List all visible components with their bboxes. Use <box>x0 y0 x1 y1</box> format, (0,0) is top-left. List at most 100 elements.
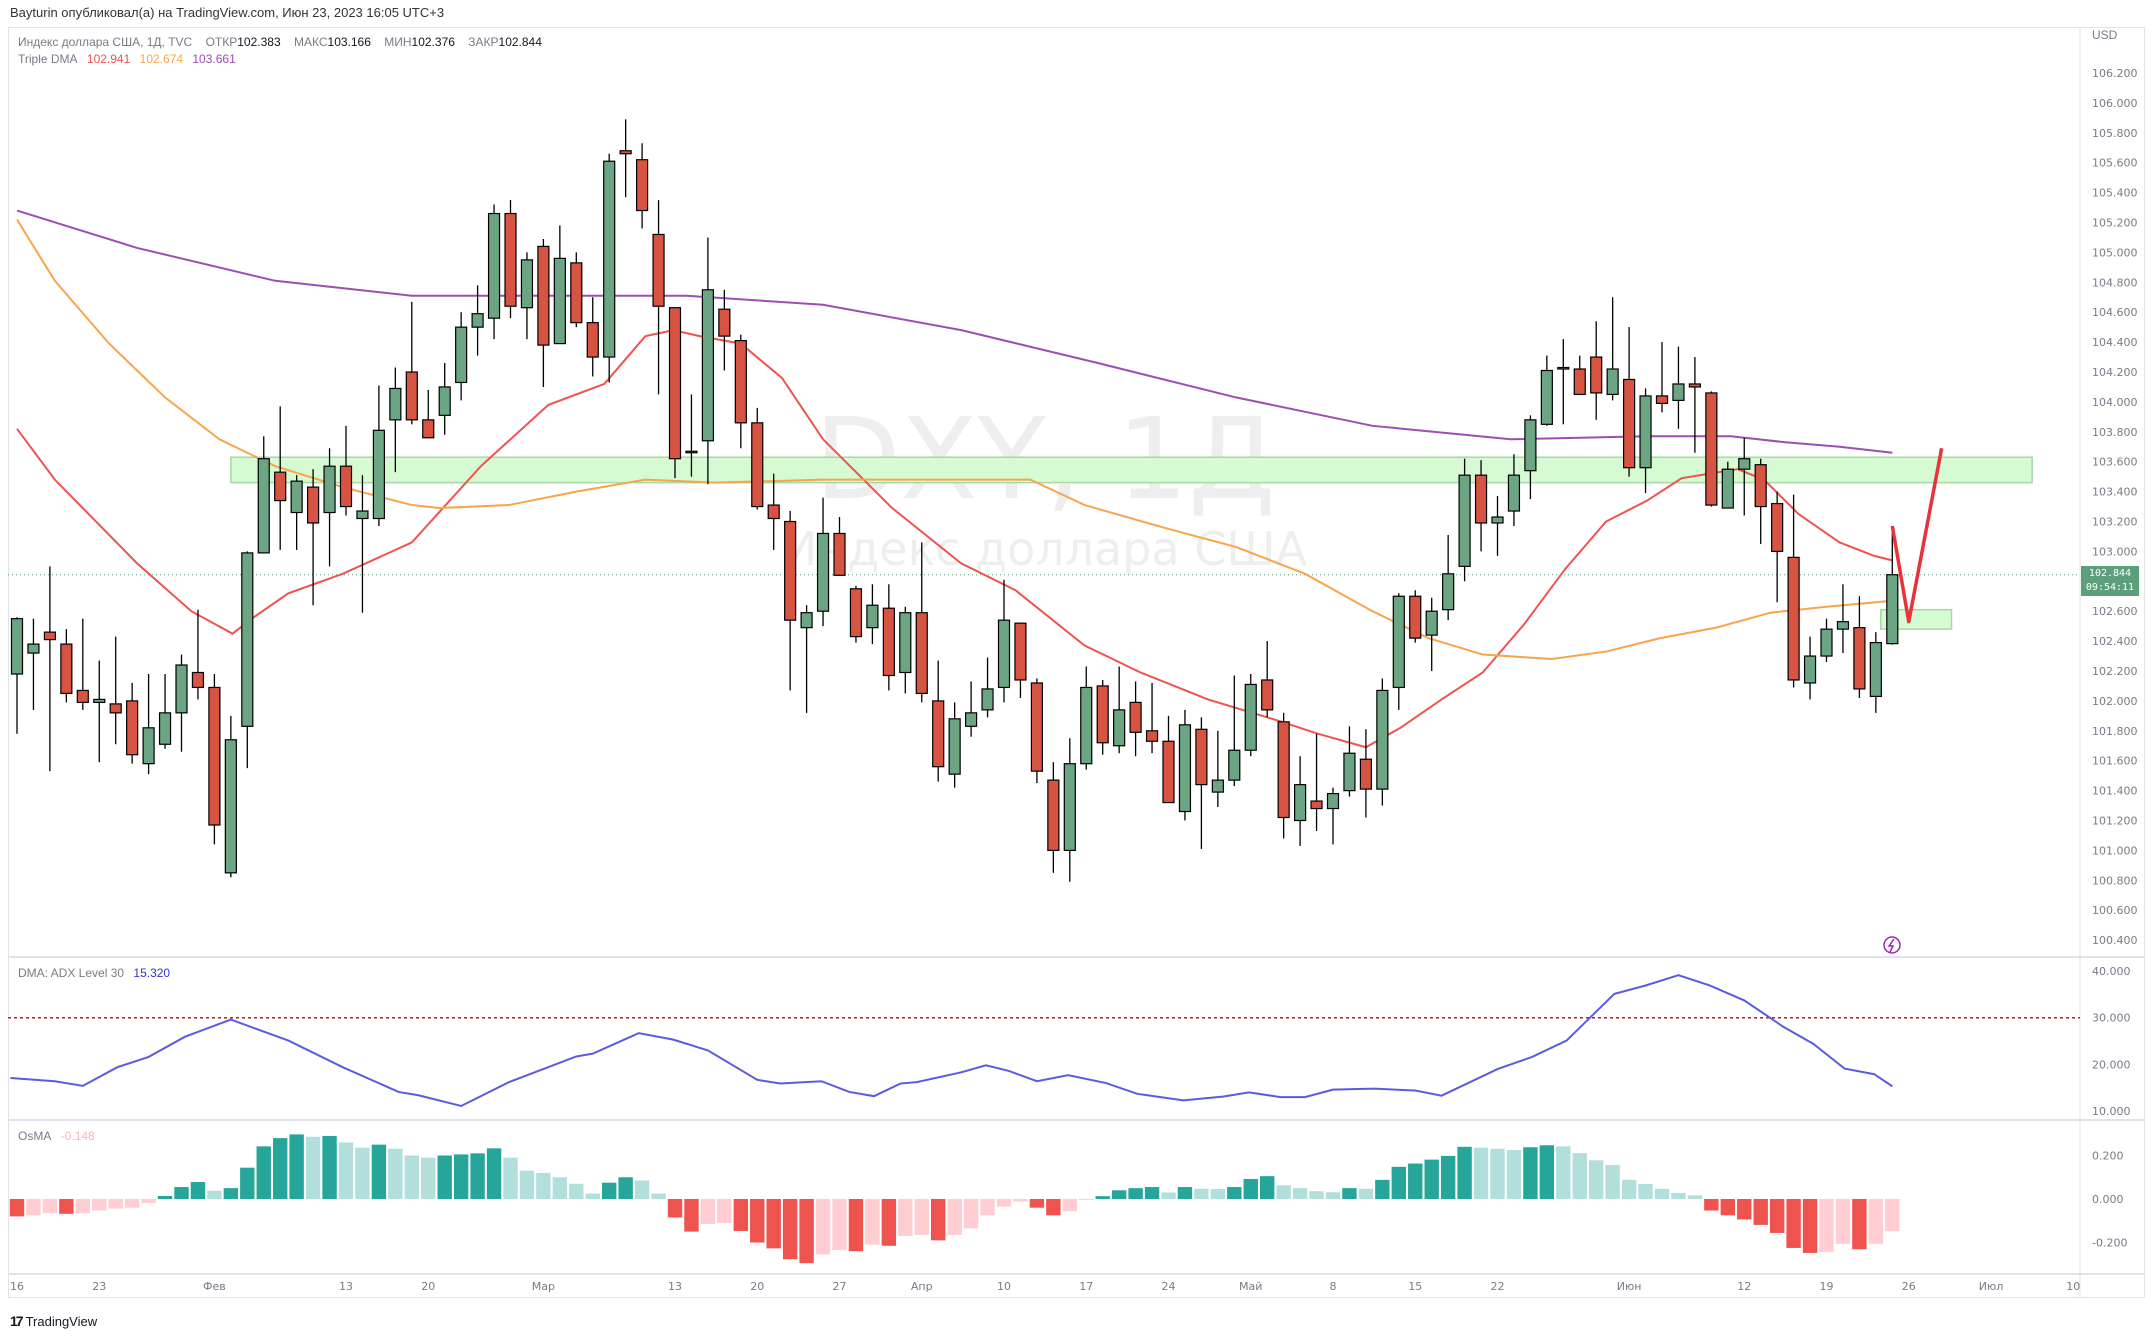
candle[interactable] <box>948 718 961 775</box>
candle[interactable] <box>1211 779 1224 793</box>
candle[interactable] <box>274 471 287 502</box>
candle[interactable] <box>1442 573 1455 611</box>
candle[interactable] <box>339 465 353 508</box>
candle[interactable] <box>1573 368 1586 396</box>
candle[interactable] <box>1754 464 1767 508</box>
forecast-drawing[interactable] <box>1890 447 1944 624</box>
candle[interactable] <box>455 326 468 384</box>
candle[interactable] <box>1228 749 1241 781</box>
candle[interactable] <box>1261 679 1274 711</box>
candle[interactable] <box>553 257 566 345</box>
candle[interactable] <box>1244 683 1257 751</box>
candle[interactable] <box>27 643 40 654</box>
candle[interactable] <box>1195 728 1208 786</box>
candle[interactable] <box>208 686 221 826</box>
candle[interactable] <box>372 429 385 520</box>
candle[interactable] <box>981 688 994 711</box>
candle[interactable] <box>241 552 254 727</box>
candle[interactable] <box>718 308 731 337</box>
candle[interactable] <box>10 618 24 675</box>
candle[interactable] <box>93 698 106 703</box>
candle[interactable] <box>191 671 205 689</box>
candle[interactable] <box>652 233 665 307</box>
candle[interactable] <box>685 450 698 454</box>
candle[interactable] <box>1557 366 1570 370</box>
candle[interactable] <box>1820 628 1833 657</box>
candle[interactable] <box>1705 392 1718 506</box>
candle[interactable] <box>932 700 945 768</box>
candle[interactable] <box>158 712 172 745</box>
candle[interactable] <box>405 371 418 421</box>
candle[interactable] <box>1129 701 1142 733</box>
candle[interactable] <box>1869 641 1882 698</box>
candle[interactable] <box>849 588 863 638</box>
candle[interactable] <box>751 422 764 508</box>
candle[interactable] <box>800 612 813 629</box>
candle[interactable] <box>1787 556 1800 681</box>
candle[interactable] <box>668 307 682 460</box>
symbol-legend[interactable]: Индекс доллара США, 1Д, TVC ОТКР102.383 … <box>18 35 552 49</box>
candle[interactable] <box>816 532 830 612</box>
candle[interactable] <box>915 612 928 695</box>
candle[interactable] <box>1738 458 1751 470</box>
candle[interactable] <box>109 703 122 714</box>
candle[interactable] <box>1524 419 1537 472</box>
candle[interactable] <box>1672 383 1685 402</box>
candle[interactable] <box>323 465 336 514</box>
candle[interactable] <box>356 510 369 520</box>
candle[interactable] <box>504 212 517 307</box>
candle[interactable] <box>471 313 484 328</box>
candle[interactable] <box>1853 627 1866 690</box>
candle[interactable] <box>784 520 797 621</box>
candle[interactable] <box>1639 395 1652 469</box>
candle[interactable] <box>1277 721 1290 819</box>
candle[interactable] <box>882 607 895 677</box>
candle[interactable] <box>1145 730 1159 742</box>
candle[interactable] <box>635 159 649 212</box>
candle[interactable] <box>1080 686 1093 765</box>
candle[interactable] <box>1392 595 1405 689</box>
candle[interactable] <box>389 387 402 421</box>
candle[interactable] <box>997 619 1011 689</box>
candle[interactable] <box>537 245 550 346</box>
candle[interactable] <box>43 631 57 641</box>
candle[interactable] <box>1409 595 1422 639</box>
candle[interactable] <box>619 150 632 155</box>
candle[interactable] <box>1688 383 1702 388</box>
candle[interactable] <box>1047 779 1060 852</box>
candle[interactable] <box>520 259 534 309</box>
candle[interactable] <box>76 689 89 703</box>
candle[interactable] <box>603 160 616 358</box>
candle[interactable] <box>175 664 188 714</box>
candle[interactable] <box>570 262 583 324</box>
candle[interactable] <box>701 289 715 442</box>
candle[interactable] <box>422 419 435 439</box>
candle[interactable] <box>290 480 303 514</box>
dma-legend[interactable]: Triple DMA 102.941 102.674 103.661 <box>18 52 236 66</box>
candle[interactable] <box>1721 468 1734 509</box>
candle[interactable] <box>1771 502 1784 552</box>
candle[interactable] <box>487 212 501 319</box>
candle[interactable] <box>142 727 155 765</box>
candle[interactable] <box>1803 655 1817 684</box>
candle[interactable] <box>734 340 747 424</box>
candle[interactable] <box>1359 758 1373 790</box>
candle[interactable] <box>1886 574 1899 645</box>
candle[interactable] <box>126 700 139 756</box>
candle[interactable] <box>60 643 73 695</box>
candle[interactable] <box>1474 474 1488 524</box>
support-resistance-zone[interactable] <box>1880 608 1953 630</box>
candle[interactable] <box>1293 784 1307 822</box>
candle[interactable] <box>1622 378 1636 469</box>
candle[interactable] <box>1162 740 1175 804</box>
candle[interactable] <box>1343 752 1356 792</box>
candle[interactable] <box>1655 395 1669 404</box>
osma-legend[interactable]: OsMA -0.148 <box>18 1129 95 1143</box>
candle[interactable] <box>1540 369 1553 425</box>
candle[interactable] <box>767 504 780 520</box>
candle[interactable] <box>257 458 270 554</box>
candle[interactable] <box>1030 682 1044 772</box>
candle[interactable] <box>1507 474 1521 512</box>
candle[interactable] <box>1014 622 1027 681</box>
